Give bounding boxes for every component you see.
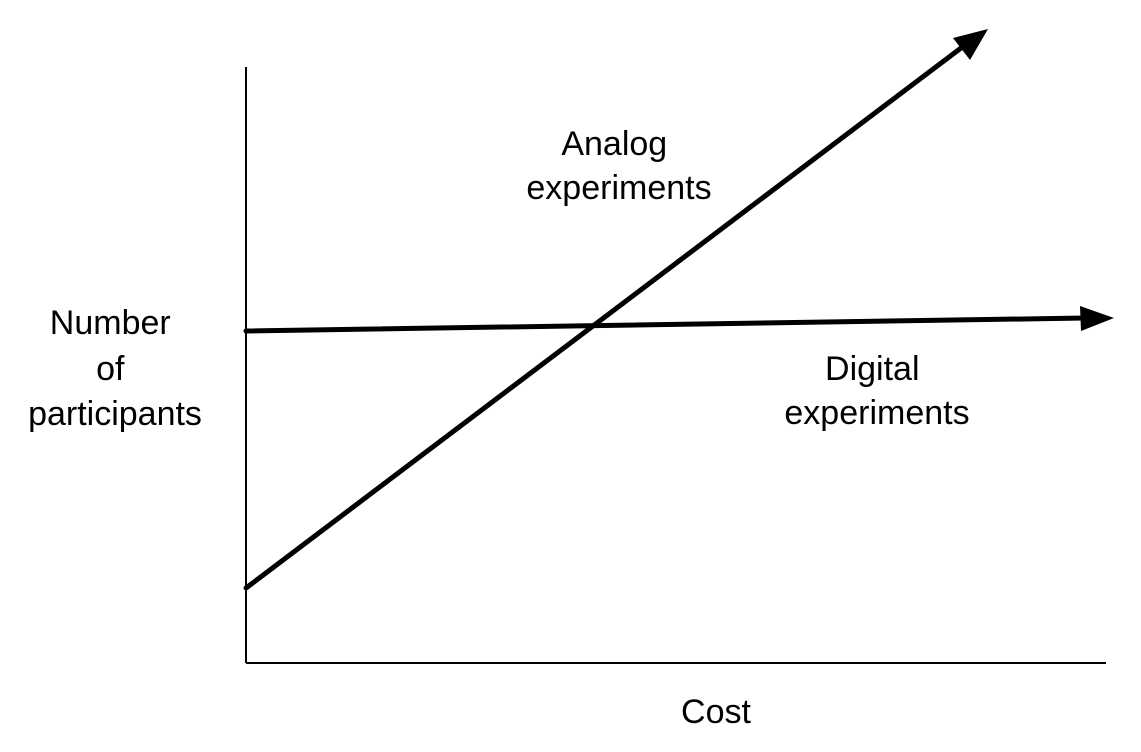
analog-label-line-2: experiments	[526, 169, 711, 207]
digital-label-line-1: Digital	[825, 350, 919, 388]
digital-arrowhead	[1080, 306, 1114, 331]
x-axis-label: Cost	[681, 693, 751, 731]
y-axis-label-line-3: participants	[28, 395, 202, 433]
digital-label-line-2: experiments	[784, 394, 969, 432]
y-axis-label: Number of participants	[28, 304, 202, 433]
digital-experiments-label: Digital experiments	[784, 350, 969, 432]
y-axis-label-line-1: Number	[50, 304, 171, 342]
analog-label-line-1: Analog	[561, 125, 667, 163]
analog-arrowhead	[953, 29, 988, 60]
analog-experiments-line	[243, 29, 988, 591]
analog-experiments-label: Analog experiments	[526, 125, 711, 207]
digital-experiments-line	[243, 306, 1114, 334]
y-axis-label-line-2: of	[96, 350, 125, 388]
